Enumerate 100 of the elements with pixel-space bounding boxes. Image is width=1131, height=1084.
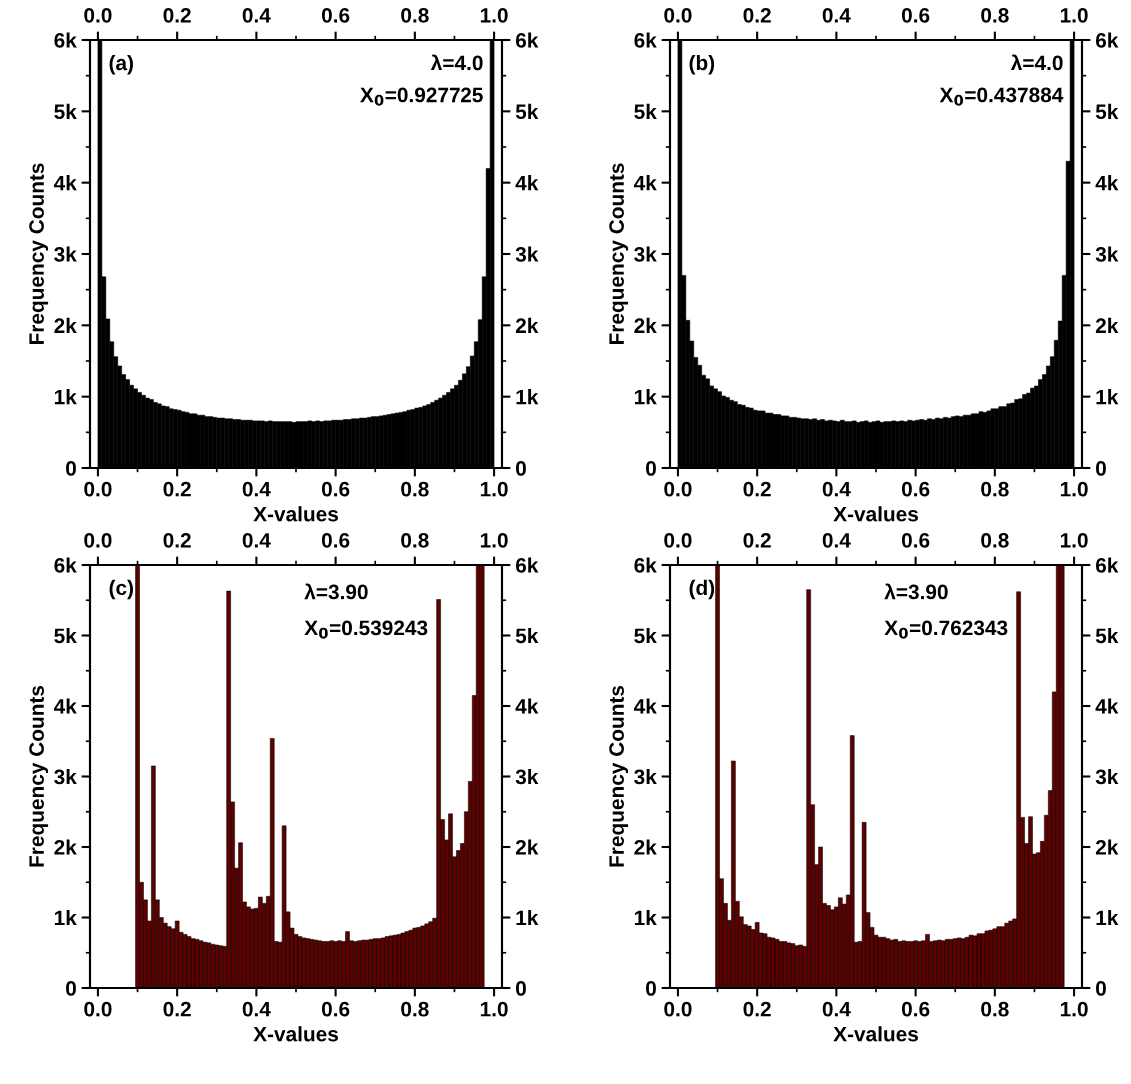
x2-tick-label: 0.8	[401, 532, 429, 548]
x-tick-label: 0.6	[901, 481, 930, 497]
y2-tick-label: 4k	[1095, 175, 1119, 191]
y-tick-label: 6k	[54, 557, 77, 573]
x-axis-title: X-values	[253, 506, 338, 522]
x-tick-label: 0.2	[163, 481, 191, 497]
x2-tick-label: 0.2	[743, 7, 771, 23]
y2-tick-label: 0	[1096, 461, 1106, 476]
y-axis-title: Frequency Counts	[609, 163, 629, 345]
y2-tick-label: 3k	[1095, 768, 1119, 785]
annotation: λ=3.90	[304, 583, 368, 600]
annotation: (a)	[109, 54, 133, 75]
x-tick-label: 1.0	[1060, 481, 1088, 497]
y2-tick-label: 0	[1096, 981, 1106, 996]
y-tick-label: 3k	[634, 246, 657, 262]
y-tick-label: 1k	[634, 909, 657, 926]
x-axis-title: X-values	[253, 1026, 338, 1042]
annotation: X$_{0}$=0.437884	[939, 87, 1064, 106]
annotation: X$_{0}$=0.762343	[884, 620, 1008, 639]
y-tick-label: 5k	[634, 103, 657, 120]
x2-tick-label: 1.0	[480, 532, 508, 548]
annotation: X$_{0}$=0.927725	[360, 87, 483, 106]
y2-tick-label: 4k	[1095, 698, 1119, 714]
x2-tick-label: 0.0	[84, 7, 112, 23]
y-tick-label: 1k	[54, 389, 77, 405]
x-tick-label: 1.0	[480, 481, 508, 497]
x2-tick-label: 0.2	[743, 532, 771, 548]
y-tick-label: 4k	[53, 698, 77, 714]
x-tick-label: 0.4	[822, 481, 851, 497]
y-tick-label: 1k	[54, 909, 77, 926]
y2-tick-label: 3k	[515, 768, 539, 785]
x-tick-label: 1.0	[480, 1001, 508, 1017]
y-tick-label: 3k	[634, 768, 657, 785]
y-tick-label: 2k	[634, 317, 657, 333]
y2-tick-label: 1k	[1096, 389, 1119, 405]
y2-tick-label: 0	[516, 461, 526, 476]
y2-tick-label: 2k	[515, 317, 539, 333]
annotation: λ=4.0	[1010, 54, 1063, 71]
y-axis-title: Frequency Counts	[29, 163, 49, 345]
x2-tick-label: 0.2	[163, 532, 191, 548]
x2-tick-label: 1.0	[480, 7, 508, 23]
x2-tick-label: 0.6	[901, 532, 930, 548]
y2-tick-label: 4k	[515, 175, 539, 191]
x-tick-label: 0.6	[321, 481, 350, 497]
x2-tick-label: 0.4	[822, 532, 851, 548]
x-tick-label: 0.2	[743, 481, 771, 497]
y-tick-label: 4k	[633, 698, 657, 714]
x-tick-label: 0.4	[242, 481, 271, 497]
x2-tick-label: 0.2	[163, 7, 191, 23]
y-tick-label: 6k	[54, 32, 77, 48]
y-tick-label: 1k	[634, 389, 657, 405]
x2-tick-label: 0.0	[84, 532, 112, 548]
annotation: (b)	[689, 54, 715, 75]
x2-tick-label: 0.4	[242, 532, 271, 548]
annotation: (c)	[109, 579, 133, 600]
x2-tick-label: 1.0	[1060, 532, 1088, 548]
x-tick-label: 0.8	[981, 481, 1009, 497]
y2-tick-label: 0	[516, 981, 526, 996]
x2-tick-label: 0.8	[981, 7, 1009, 23]
y-axis-title: Frequency Counts	[609, 685, 629, 867]
y2-tick-label: 2k	[1095, 839, 1119, 855]
y-tick-label: 0	[66, 461, 76, 476]
x2-tick-label: 0.4	[242, 7, 271, 23]
y2-tick-label: 2k	[1095, 317, 1119, 333]
x2-tick-label: 1.0	[1060, 7, 1088, 23]
y2-tick-label: 5k	[515, 103, 539, 120]
y2-tick-label: 2k	[515, 839, 539, 855]
x-tick-label: 0.4	[242, 1001, 271, 1017]
y2-tick-label: 5k	[1095, 103, 1119, 120]
y-tick-label: 2k	[54, 839, 77, 855]
y-tick-label: 6k	[634, 32, 657, 48]
y-tick-label: 5k	[54, 103, 77, 120]
x-tick-label: 0.0	[664, 1001, 692, 1017]
x2-tick-label: 0.6	[321, 532, 350, 548]
annotation: λ=4.0	[430, 54, 483, 71]
x-tick-label: 0.0	[84, 481, 112, 497]
y2-tick-label: 1k	[516, 389, 539, 405]
y-tick-label: 2k	[634, 839, 657, 855]
y2-tick-label: 6k	[515, 32, 539, 48]
y-tick-label: 4k	[53, 175, 77, 191]
x-tick-label: 0.0	[84, 1001, 112, 1017]
x-tick-label: 0.2	[743, 1001, 771, 1017]
x2-tick-label: 0.8	[401, 7, 429, 23]
y2-tick-label: 1k	[516, 909, 539, 926]
y-tick-label: 5k	[54, 627, 77, 644]
x-axis-title: X-values	[833, 506, 918, 522]
y2-tick-label: 6k	[515, 557, 539, 573]
annotation: (d)	[689, 579, 715, 600]
x2-tick-label: 0.6	[321, 7, 350, 23]
annotation: X$_{0}$=0.539243	[304, 620, 428, 639]
annotation: λ=3.90	[884, 583, 948, 600]
y2-tick-label: 6k	[1095, 32, 1119, 48]
y-axis-title: Frequency Counts	[29, 685, 49, 867]
x2-tick-label: 0.6	[901, 7, 930, 23]
x-tick-label: 0.6	[901, 1001, 930, 1017]
y2-tick-label: 4k	[515, 698, 539, 714]
x2-tick-label: 0.4	[822, 7, 851, 23]
y-tick-label: 0	[646, 461, 656, 476]
y2-tick-label: 5k	[515, 627, 539, 644]
y-tick-label: 0	[646, 981, 656, 996]
